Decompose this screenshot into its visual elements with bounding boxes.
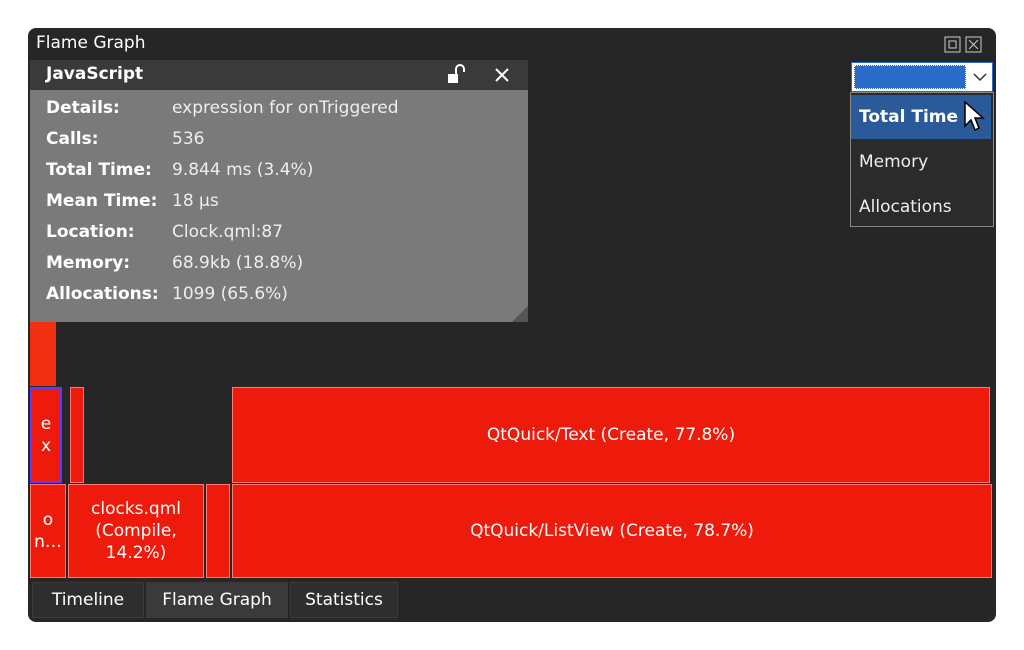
detail-label: Mean Time: (46, 191, 158, 211)
flame-block[interactable]: clocks.qml (Compile, 14.2%) (68, 484, 204, 578)
detail-label: Location: (46, 222, 135, 242)
detail-value: 536 (172, 129, 205, 149)
detail-label: Calls: (46, 129, 99, 149)
tab[interactable]: Timeline (32, 582, 144, 618)
details-popup: JavaScript Details: expression for onTrig… (30, 60, 528, 322)
flame-graph-window: Flame Graph ex QtQuick/Text (Create, 77.… (28, 28, 996, 622)
mode-option[interactable]: Total Time (851, 95, 991, 139)
tab[interactable]: Statistics (290, 582, 398, 618)
popup-title: JavaScript (46, 64, 144, 84)
detail-label: Allocations: (46, 284, 159, 304)
detail-value: 18 µs (172, 191, 219, 211)
window-buttons[interactable] (944, 36, 984, 54)
detail-value: Clock.qml:87 (172, 222, 284, 242)
popup-header: JavaScript (30, 60, 528, 90)
detail-value: 9.844 ms (3.4%) (172, 160, 314, 180)
detail-label: Total Time: (46, 160, 152, 180)
cursor (964, 100, 985, 132)
flame-block (30, 318, 56, 386)
tab[interactable]: Flame Graph (146, 582, 288, 618)
flame-block[interactable] (70, 387, 84, 483)
mode-option[interactable]: Allocations (859, 197, 952, 217)
mode-combobox[interactable] (851, 62, 993, 92)
window-title: Flame Graph (36, 33, 146, 53)
flame-block[interactable]: on… (30, 484, 66, 578)
flame-block[interactable]: QtQuick/Text (Create, 77.8%) (232, 387, 990, 483)
detail-value: 68.9kb (18.8%) (172, 253, 304, 273)
detail-label: Details: (46, 98, 120, 118)
detail-value: 1099 (65.6%) (172, 284, 288, 304)
popup-buttons[interactable] (446, 64, 516, 86)
flame-block[interactable] (206, 484, 230, 578)
mode-list: Total Time Memory Allocations (850, 92, 994, 227)
flame-block[interactable]: ex (30, 387, 62, 483)
detail-label: Memory: (46, 253, 131, 273)
mode-option[interactable]: Memory (859, 152, 929, 172)
flame-block[interactable]: QtQuick/ListView (Create, 78.7%) (232, 484, 992, 578)
resize-grip[interactable] (512, 306, 528, 322)
detail-value: expression for onTriggered (172, 98, 399, 118)
